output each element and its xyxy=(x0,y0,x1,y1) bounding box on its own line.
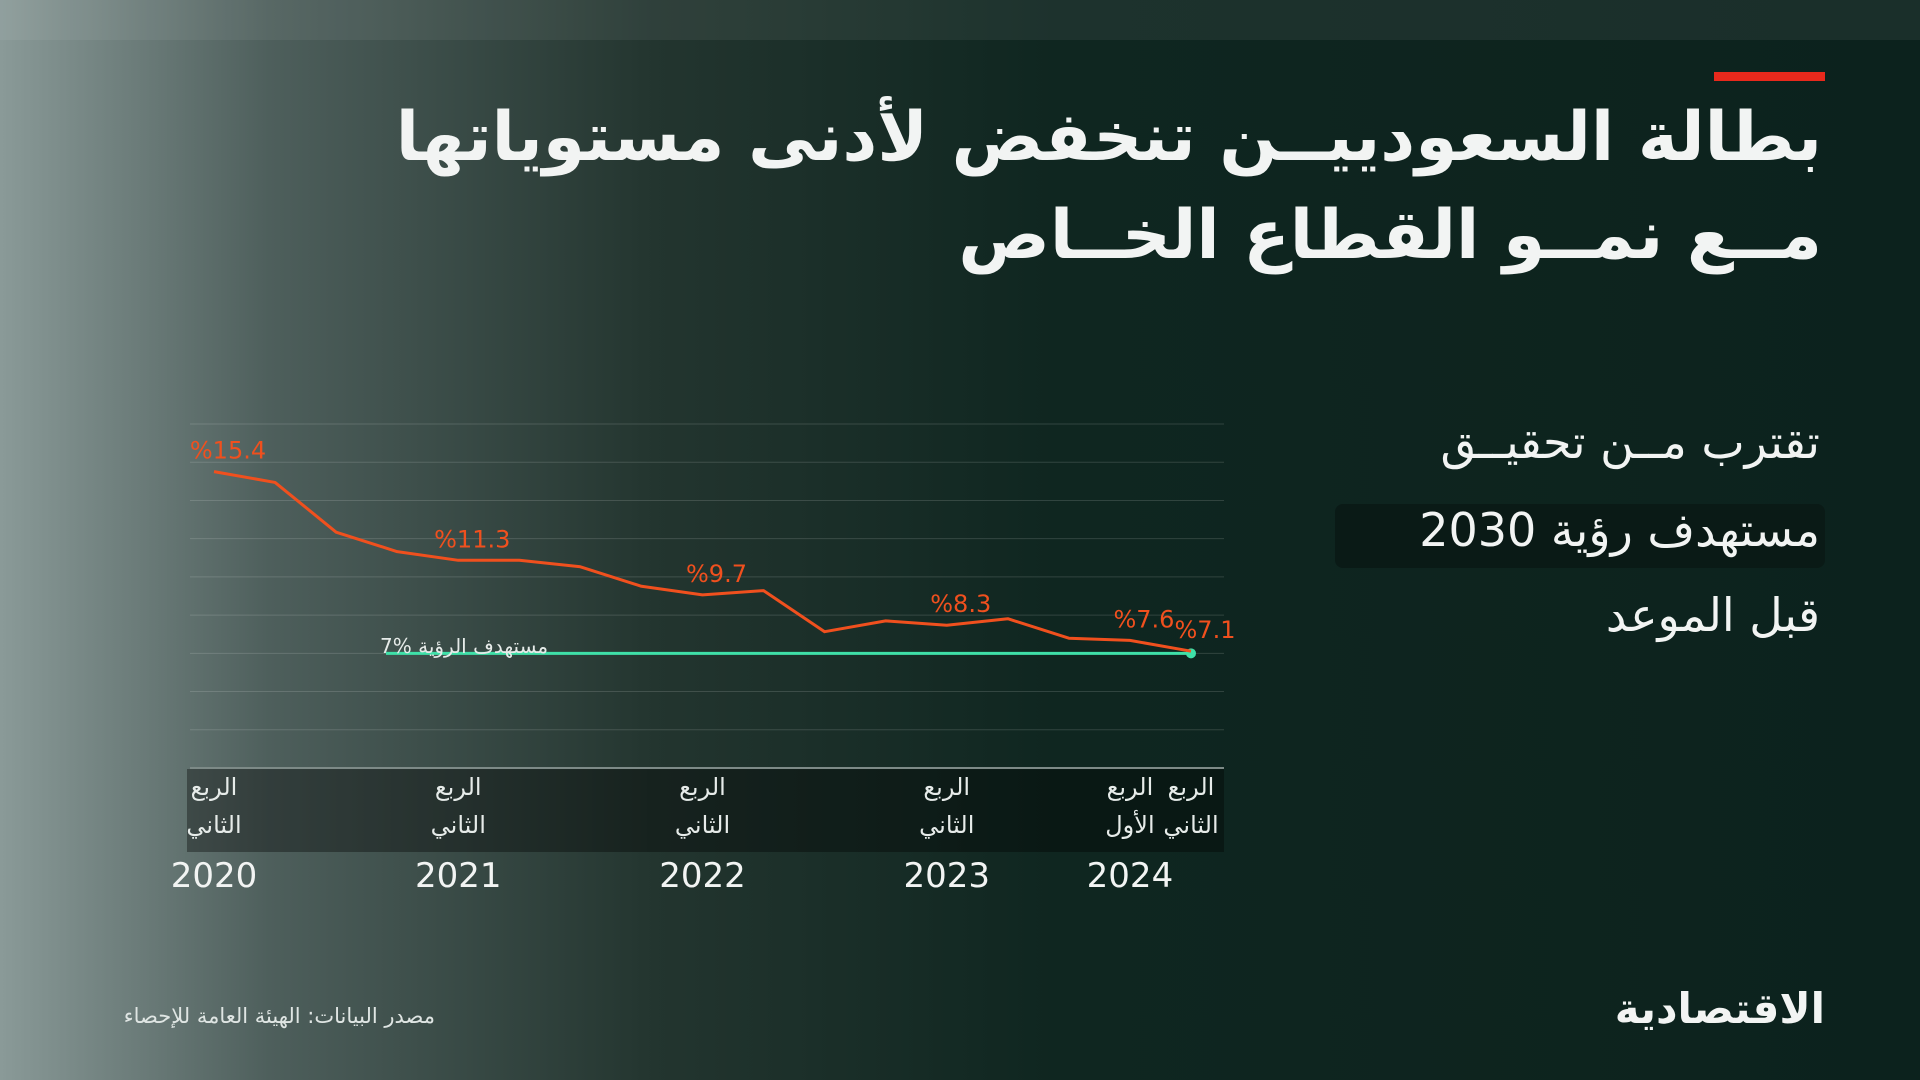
value-label: %11.3 xyxy=(434,525,510,553)
highlight-box xyxy=(1335,504,1825,568)
year-label: 2024 xyxy=(1086,856,1174,896)
year-label: 2022 xyxy=(659,856,746,896)
x-tick-label: الربع الثاني xyxy=(430,773,486,839)
subtitle-line: قبل الموعد xyxy=(1605,588,1820,642)
data-line xyxy=(213,470,1192,653)
category-band xyxy=(187,769,1224,852)
value-label: %7.6 xyxy=(1113,605,1174,633)
subtitle-line: مستهدف رؤية 2030 xyxy=(1419,503,1820,557)
title-line: بطالة السعودييــن تنخفض لأدنى مستوياتها xyxy=(395,98,1822,177)
x-tick-label: الربع الأول xyxy=(1105,773,1155,839)
x-tick-label: الربع الثاني xyxy=(674,773,731,839)
subtitle-line: تقترب مــن تحقيــق xyxy=(1440,415,1820,469)
target-label: مستهدف الرؤية %7 xyxy=(380,634,548,658)
value-label: %9.7 xyxy=(686,560,747,588)
value-label: %15.4 xyxy=(190,437,266,465)
x-tick-label: الربع الثاني xyxy=(1163,773,1219,839)
year-label: 2021 xyxy=(414,856,502,896)
title-line: مــع نمــو القطاع الخــاص xyxy=(958,196,1822,275)
value-label: %8.3 xyxy=(930,590,991,618)
accent-bar xyxy=(1714,72,1825,81)
x-tick-label: الربع الثاني xyxy=(186,773,242,839)
top-band xyxy=(0,0,1920,40)
logo: الاقتصادية xyxy=(1614,984,1825,1033)
year-label: 2020 xyxy=(170,856,258,896)
value-label: %7.1 xyxy=(1175,616,1236,644)
source: مصدر البيانات: الهيئة العامة للإحصاء xyxy=(123,1004,435,1028)
year-label: 2023 xyxy=(903,856,991,896)
x-tick-label: الربع الثاني xyxy=(919,773,975,839)
